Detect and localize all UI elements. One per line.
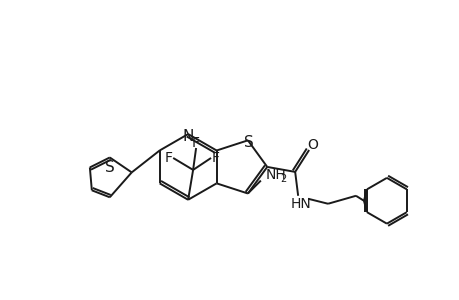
Text: N: N <box>182 129 193 144</box>
Text: NH: NH <box>265 168 286 182</box>
Text: S: S <box>105 160 114 175</box>
Text: F: F <box>192 136 200 150</box>
Text: 2: 2 <box>279 174 285 184</box>
Text: HN: HN <box>290 197 310 211</box>
Text: S: S <box>244 135 253 150</box>
Text: F: F <box>164 151 172 165</box>
Text: O: O <box>307 138 318 152</box>
Text: F: F <box>212 151 219 165</box>
